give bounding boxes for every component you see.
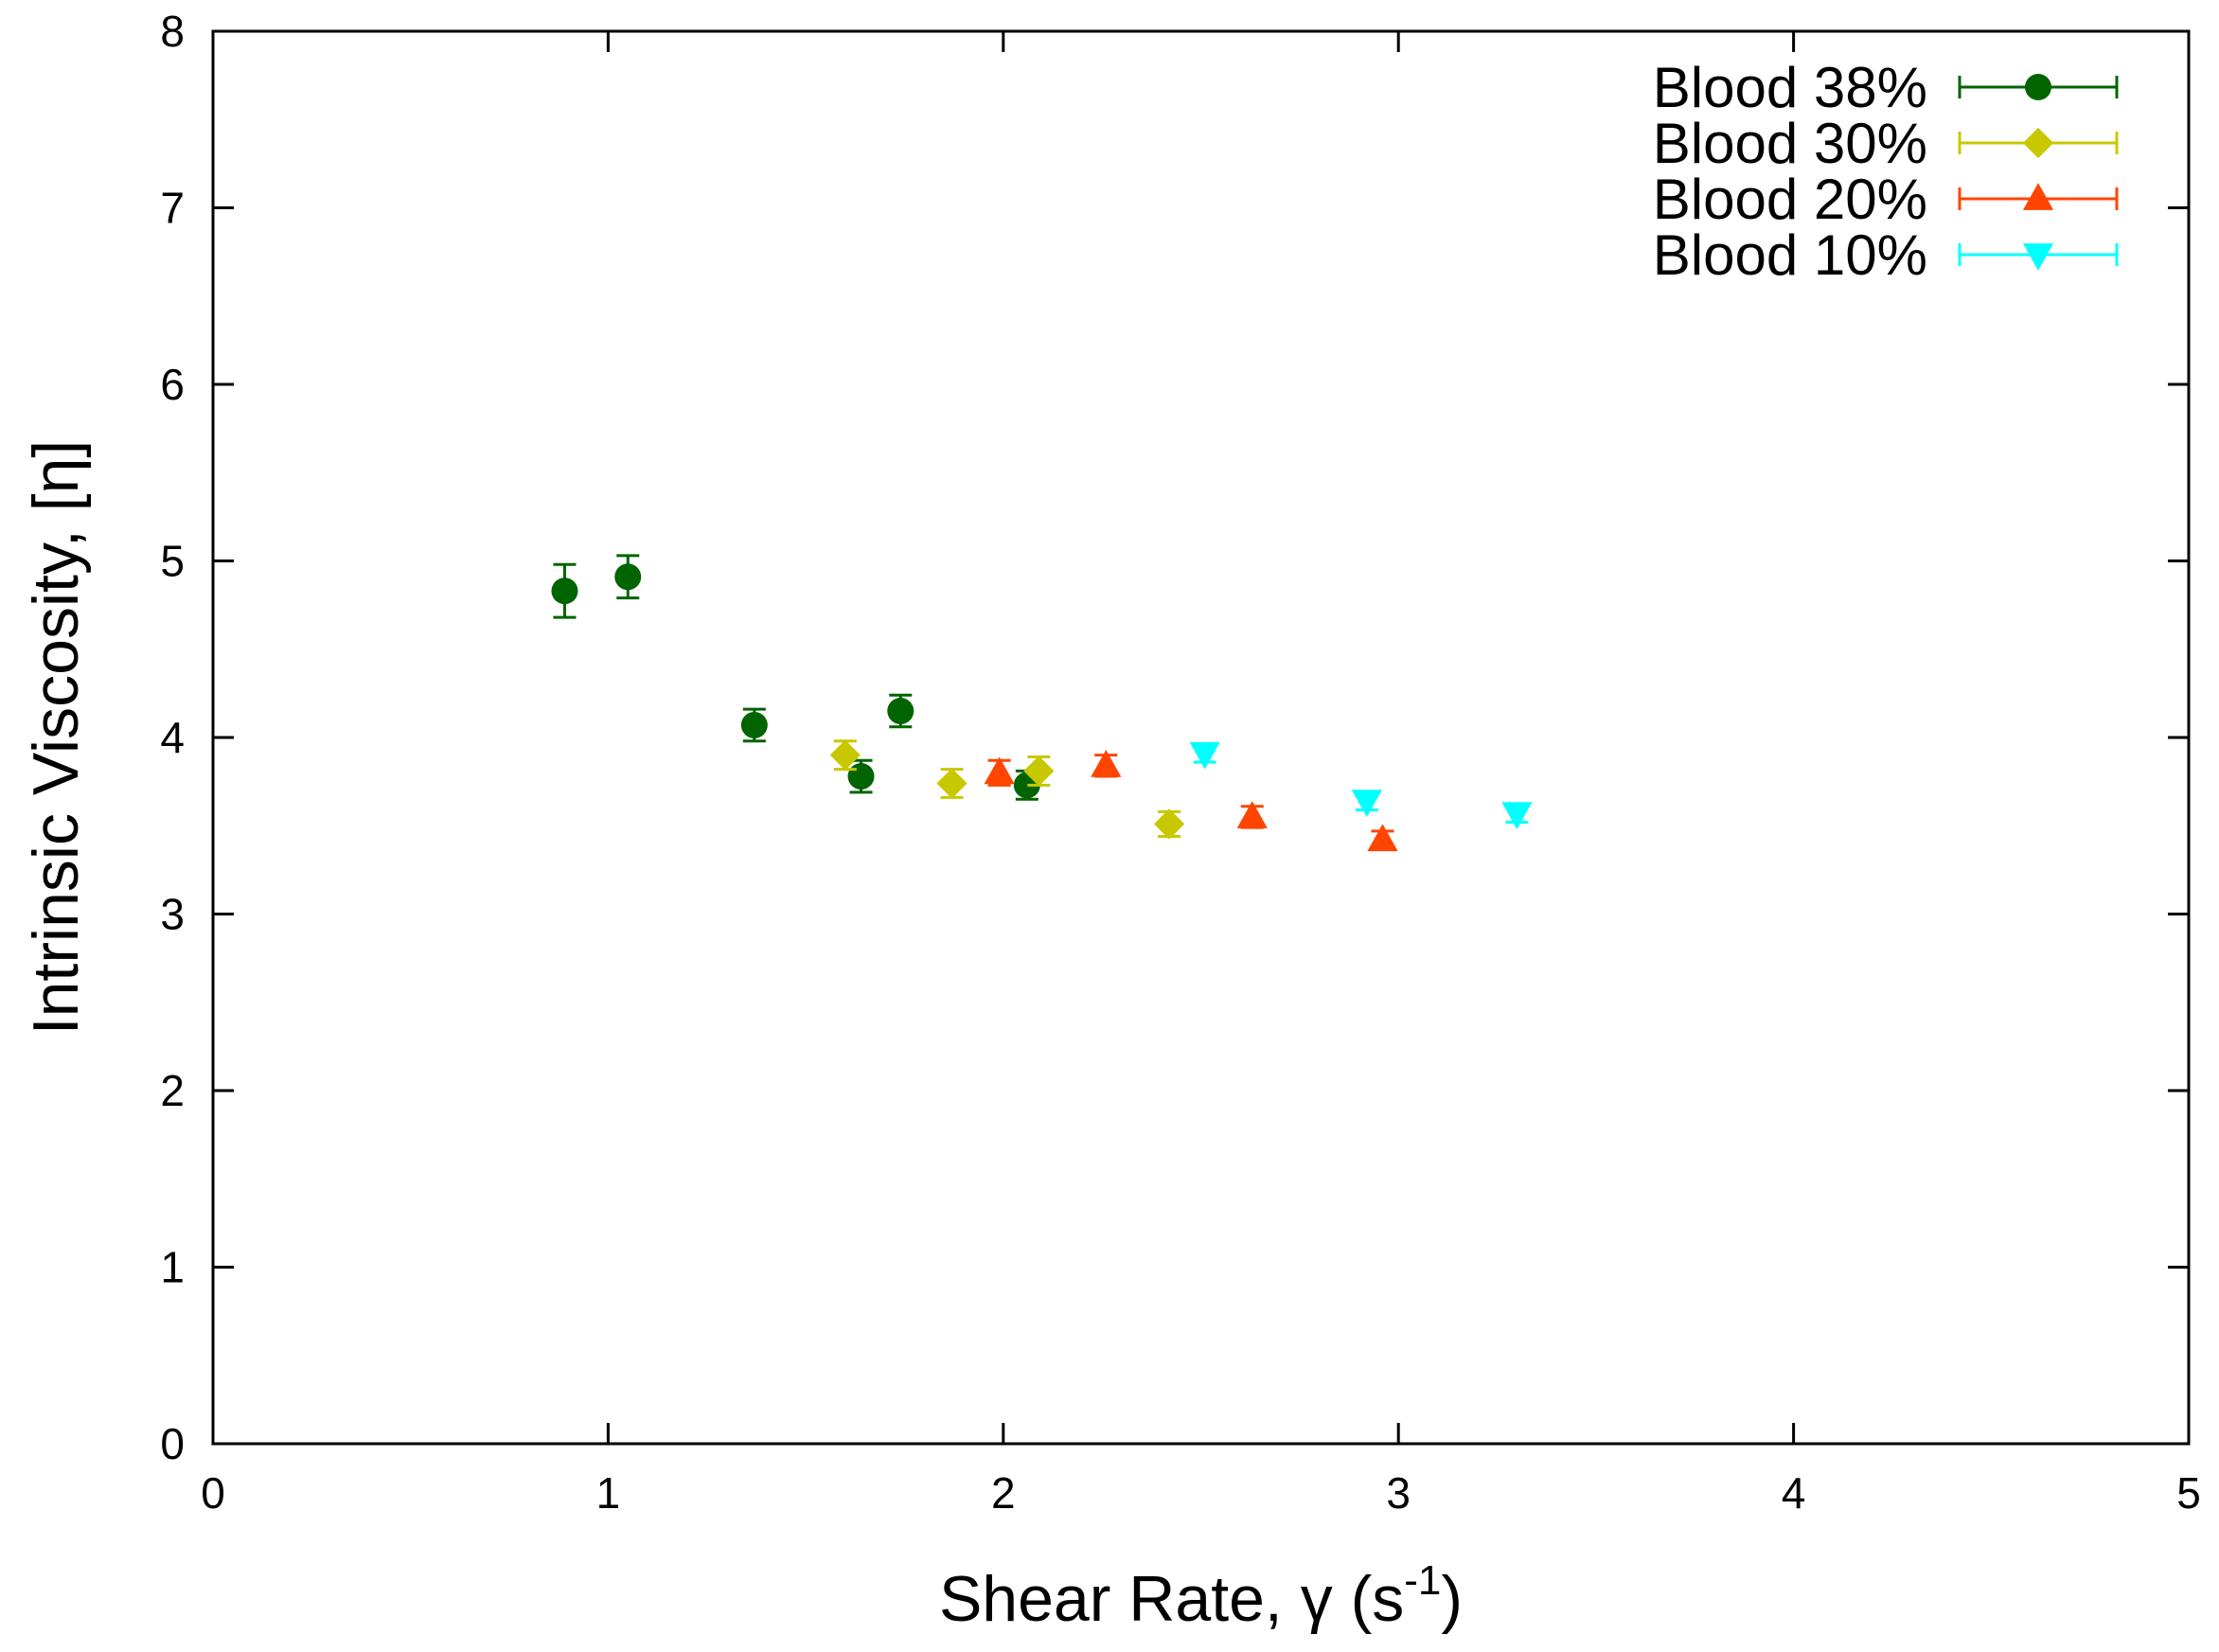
data-point (936, 768, 967, 799)
y-tick-label: 2 (160, 1066, 185, 1115)
data-point (1091, 750, 1122, 777)
series-blood-10 (1189, 741, 1533, 829)
x-tick-label: 1 (596, 1468, 621, 1518)
data-point (740, 711, 768, 738)
data-point (847, 763, 875, 790)
y-tick-label: 8 (160, 7, 185, 56)
series-blood-20 (984, 750, 1398, 852)
x-tick-label: 3 (1386, 1468, 1411, 1518)
y-tick-label: 0 (160, 1419, 185, 1468)
x-axis-title-main: Shear Rate, (939, 1563, 1301, 1635)
x-axis-title-close: ) (1441, 1563, 1463, 1635)
y-tick-label: 3 (160, 890, 185, 939)
data-point (551, 577, 578, 605)
data-point (1367, 824, 1398, 852)
y-tick-label: 6 (160, 360, 185, 409)
x-tick-label: 2 (991, 1468, 1016, 1518)
legend-marker (2025, 74, 2051, 100)
legend-label: Blood 20% (1653, 168, 1927, 231)
axis-tick-labels: 0 1 2 3 4 5 0 1 2 3 4 5 6 7 8 (160, 7, 2200, 1518)
y-tick-label: 1 (160, 1243, 185, 1292)
legend-label: Blood 10% (1653, 223, 1927, 287)
legend-item: Blood 20% (1653, 168, 2119, 231)
plot-frame (211, 29, 2191, 1446)
x-tick-label: 4 (1782, 1468, 1806, 1518)
data-point (984, 756, 1015, 785)
data-point (1189, 741, 1220, 770)
legend-marker (2022, 183, 2054, 210)
legend: Blood 38%Blood 30%Blood 20%Blood 10% (1653, 56, 2119, 287)
x-axis-title-unit: (s (1333, 1563, 1405, 1635)
y-axis-title: Intrinsic Viscosity, [η] (20, 440, 92, 1036)
data-point (887, 698, 914, 725)
x-tick-label: 0 (201, 1468, 225, 1518)
data-point (1236, 801, 1268, 828)
legend-item: Blood 38% (1653, 56, 2119, 119)
data-series (551, 554, 1533, 852)
y-tick-label: 4 (160, 713, 185, 762)
x-axis-title: Shear Rate, γ (s-1) (939, 1557, 1463, 1635)
data-point (1154, 808, 1185, 840)
legend-label: Blood 38% (1653, 56, 1927, 119)
legend-label: Blood 30% (1653, 112, 1927, 175)
data-point (829, 739, 861, 771)
data-point (614, 563, 642, 591)
legend-item: Blood 10% (1653, 223, 2119, 287)
x-axis-title-exponent: -1 (1404, 1557, 1441, 1604)
data-point (1351, 790, 1382, 817)
data-point (1501, 802, 1533, 829)
series-blood-30 (829, 739, 1185, 840)
y-tick-label: 7 (160, 184, 185, 233)
y-tick-label: 5 (160, 537, 185, 586)
x-axis-title-symbol: γ (1301, 1563, 1333, 1635)
legend-marker (2022, 243, 2054, 271)
x-tick-label: 5 (2176, 1468, 2201, 1518)
legend-item: Blood 30% (1653, 112, 2119, 175)
legend-marker (2022, 127, 2054, 159)
data-point (1023, 755, 1055, 787)
